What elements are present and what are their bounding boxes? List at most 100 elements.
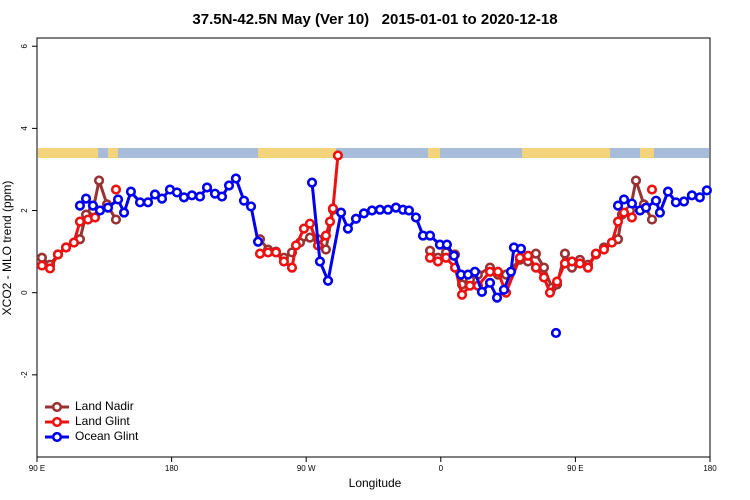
data-point — [322, 275, 334, 286]
y-axis-label: XCO2 - MLO trend (ppm) — [0, 181, 14, 316]
data-point — [44, 263, 56, 274]
data-point — [80, 193, 92, 204]
data-point — [332, 150, 344, 161]
data-point — [335, 207, 347, 218]
data-point — [550, 327, 562, 339]
data-point — [530, 262, 542, 273]
data-point — [366, 205, 378, 216]
data-point — [522, 250, 534, 261]
data-point — [87, 200, 99, 211]
data-point — [223, 180, 235, 191]
x-tick-label: 90 W — [297, 464, 316, 473]
data-point — [52, 249, 64, 260]
data-point — [456, 289, 468, 300]
data-point — [440, 252, 452, 263]
data-point — [484, 266, 496, 277]
data-point — [551, 276, 563, 287]
data-point — [612, 216, 624, 227]
data-point — [178, 192, 190, 203]
data-point — [403, 205, 415, 216]
data-point — [134, 197, 146, 208]
y-tick-label: 4 — [20, 126, 29, 131]
y-tick-label: -2 — [20, 371, 29, 379]
data-point — [89, 212, 101, 223]
data-point — [476, 286, 488, 297]
y-tick-label: 2 — [20, 208, 29, 213]
legend-label: Land Nadir — [75, 399, 134, 413]
data-point — [36, 252, 48, 263]
x-tick-label: 90 E — [29, 464, 45, 473]
data-point — [350, 213, 362, 224]
data-point — [156, 193, 168, 204]
data-point — [278, 256, 290, 267]
data-point — [670, 197, 682, 208]
data-point — [612, 200, 624, 211]
data-point — [342, 223, 354, 234]
data-point — [245, 201, 257, 212]
data-point — [544, 287, 556, 298]
data-point — [498, 284, 510, 295]
data-point — [94, 205, 106, 216]
legend-label: Ocean Glint — [75, 429, 139, 443]
data-point — [492, 266, 504, 277]
data-point — [618, 194, 630, 205]
data-point — [630, 175, 642, 186]
data-point — [306, 177, 318, 188]
data-point — [118, 207, 130, 218]
data-point — [574, 258, 585, 269]
data-point — [515, 243, 527, 254]
data-point — [149, 189, 161, 200]
data-point — [327, 203, 339, 214]
legend-marker — [51, 401, 63, 413]
legend-marker — [51, 416, 63, 428]
data-point — [686, 190, 698, 201]
data-point — [74, 216, 86, 227]
data-point — [646, 184, 658, 195]
data-point — [530, 248, 542, 259]
data-point — [230, 173, 242, 184]
data-point — [270, 247, 282, 258]
legend-marker — [51, 431, 63, 443]
data-point — [701, 185, 712, 196]
data-point — [93, 175, 105, 186]
data-point — [110, 214, 122, 225]
data-point — [469, 266, 480, 277]
x-tick-label: 180 — [165, 464, 179, 473]
data-point — [559, 248, 571, 259]
data-point — [424, 252, 436, 263]
data-point — [606, 237, 617, 248]
data-point — [650, 195, 662, 206]
x-tick-label: 0 — [439, 464, 444, 473]
data-point — [538, 262, 550, 273]
data-point — [582, 262, 594, 273]
data-point — [262, 247, 274, 258]
data-point — [694, 192, 705, 203]
data-point — [654, 207, 665, 218]
data-point — [662, 186, 674, 197]
data-point — [102, 202, 114, 213]
data-point — [484, 277, 496, 288]
data-point — [566, 256, 578, 267]
data-point — [358, 208, 370, 219]
x-axis-label: Longitude — [349, 476, 402, 490]
data-point — [254, 248, 266, 259]
data-point — [36, 260, 48, 271]
data-point — [186, 190, 198, 201]
data-point — [626, 212, 638, 223]
data-point — [68, 237, 80, 248]
data-point — [201, 182, 213, 193]
data-point — [74, 200, 86, 211]
chart-title: 37.5N-42.5N May (Ver 10) 2015-01-01 to 2… — [192, 11, 557, 28]
data-point — [216, 191, 228, 202]
data-point — [448, 250, 460, 261]
data-point — [382, 204, 394, 215]
data-point — [464, 280, 476, 291]
data-point — [505, 266, 517, 277]
data-point — [590, 248, 601, 259]
data-point — [618, 207, 630, 218]
data-point — [598, 244, 610, 255]
map-strip — [38, 148, 709, 158]
data-point — [514, 252, 526, 263]
